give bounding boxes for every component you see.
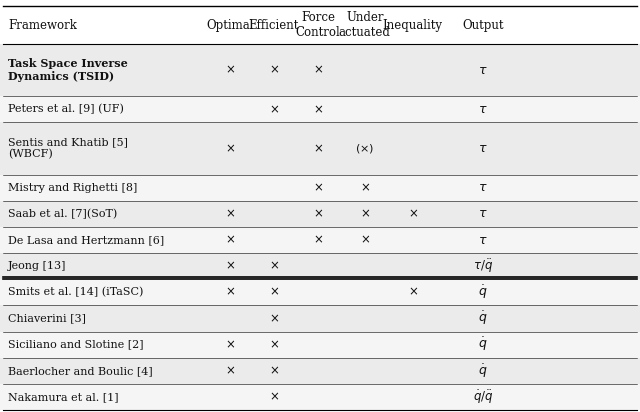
Bar (0, 6, 640, 44)
Text: Force
Control: Force Control (296, 11, 340, 39)
Text: $\times$: $\times$ (225, 208, 236, 220)
Text: $\tau$: $\tau$ (479, 208, 488, 220)
Text: $(\times)$: $(\times)$ (355, 142, 374, 155)
Text: $\times$: $\times$ (225, 338, 236, 351)
Text: $\tau$: $\tau$ (479, 181, 488, 194)
Bar (0, 305, 640, 332)
Text: Task Space Inverse
Dynamics (TSID): Task Space Inverse Dynamics (TSID) (8, 59, 128, 82)
Bar (0, 279, 640, 305)
Bar (0, 227, 640, 253)
Text: $\times$: $\times$ (269, 312, 279, 325)
Text: $\times$: $\times$ (225, 142, 236, 155)
Bar (0, 253, 640, 279)
Text: De Lasa and Hertzmann [6]: De Lasa and Hertzmann [6] (8, 235, 164, 245)
Text: $\times$: $\times$ (313, 181, 323, 194)
Text: Siciliano and Slotine [2]: Siciliano and Slotine [2] (8, 339, 144, 350)
Bar (0, 44, 640, 96)
Text: Under
actuated: Under actuated (339, 11, 391, 39)
Text: $\times$: $\times$ (269, 391, 279, 403)
Bar (0, 358, 640, 384)
Text: Inequality: Inequality (383, 19, 443, 32)
Text: Optimal: Optimal (207, 19, 254, 32)
Text: Peters et al. [9] (UF): Peters et al. [9] (UF) (8, 104, 124, 115)
Text: $\tau/\ddot{q}$: $\tau/\ddot{q}$ (473, 258, 493, 275)
Text: Output: Output (463, 19, 504, 32)
Text: $\times$: $\times$ (269, 64, 279, 77)
Text: Jeong [13]: Jeong [13] (8, 261, 67, 271)
Text: Smits et al. [14] (iTaSC): Smits et al. [14] (iTaSC) (8, 287, 144, 297)
Text: $\dot{q}$: $\dot{q}$ (479, 310, 488, 327)
Text: $\times$: $\times$ (225, 234, 236, 246)
Text: Saab et al. [7](SoT): Saab et al. [7](SoT) (8, 209, 118, 219)
Bar (0, 96, 640, 122)
Text: $\times$: $\times$ (313, 208, 323, 220)
Text: $\times$: $\times$ (313, 234, 323, 246)
Text: $\dot{q}$: $\dot{q}$ (479, 283, 488, 301)
Text: $\times$: $\times$ (313, 64, 323, 77)
Text: Mistry and Righetti [8]: Mistry and Righetti [8] (8, 183, 138, 193)
Text: $\times$: $\times$ (408, 286, 418, 299)
Text: $\tau$: $\tau$ (479, 142, 488, 155)
Text: $\dot{q}$: $\dot{q}$ (479, 336, 488, 353)
Bar (0, 201, 640, 227)
Text: $\times$: $\times$ (360, 234, 370, 246)
Text: $\times$: $\times$ (225, 64, 236, 77)
Text: $\dot{q}$: $\dot{q}$ (479, 362, 488, 379)
Bar (0, 332, 640, 358)
Text: $\times$: $\times$ (225, 260, 236, 273)
Bar (0, 384, 640, 410)
Text: $\times$: $\times$ (269, 364, 279, 377)
Bar (0, 175, 640, 201)
Text: $\times$: $\times$ (269, 338, 279, 351)
Text: Chiaverini [3]: Chiaverini [3] (8, 314, 86, 323)
Text: Efficient: Efficient (249, 19, 299, 32)
Text: $\times$: $\times$ (269, 286, 279, 299)
Text: Sentis and Khatib [5]
(WBCF): Sentis and Khatib [5] (WBCF) (8, 138, 128, 159)
Bar (0, 122, 640, 175)
Text: $\times$: $\times$ (269, 260, 279, 273)
Text: $\times$: $\times$ (225, 286, 236, 299)
Text: Baerlocher and Boulic [4]: Baerlocher and Boulic [4] (8, 366, 153, 376)
Text: $\dot{q}/\ddot{q}$: $\dot{q}/\ddot{q}$ (473, 388, 493, 405)
Text: $\times$: $\times$ (269, 103, 279, 116)
Text: Framework: Framework (8, 19, 77, 32)
Text: $\times$: $\times$ (225, 364, 236, 377)
Text: $\times$: $\times$ (313, 103, 323, 116)
Text: $\times$: $\times$ (360, 208, 370, 220)
Text: $\tau$: $\tau$ (479, 103, 488, 116)
Text: $\times$: $\times$ (408, 208, 418, 220)
Text: $\times$: $\times$ (360, 181, 370, 194)
Text: $\tau$: $\tau$ (479, 234, 488, 246)
Text: Nakamura et al. [1]: Nakamura et al. [1] (8, 392, 119, 402)
Text: $\times$: $\times$ (313, 142, 323, 155)
Text: $\tau$: $\tau$ (479, 64, 488, 77)
